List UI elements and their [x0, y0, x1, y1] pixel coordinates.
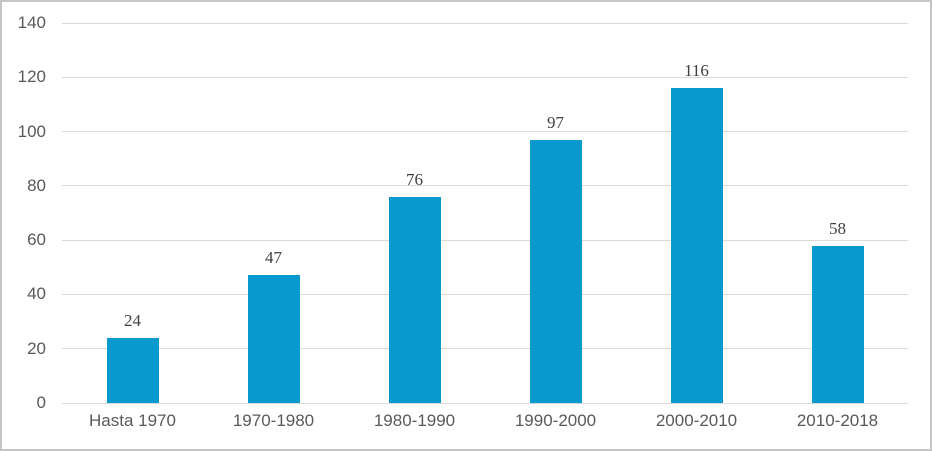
- gridline-140: [62, 22, 908, 24]
- gridline-120: [62, 76, 908, 78]
- bar-2000-2010: [670, 88, 723, 403]
- x-tick-label: 1980-1990: [373, 411, 456, 430]
- bar-2010-2018: [811, 245, 864, 403]
- gridline-100: [62, 131, 908, 133]
- y-tick-label: 40: [27, 284, 46, 304]
- x-tick-label: 2010-2018: [796, 411, 879, 430]
- y-axis: 0 20 40 60 80 100 120 140: [2, 14, 54, 412]
- bar-value-label: 116: [684, 61, 709, 81]
- gridline-0: [62, 402, 908, 404]
- bar-1980-1990: [388, 196, 441, 403]
- bar-value-label: 76: [406, 169, 423, 189]
- gridline-60: [62, 239, 908, 241]
- y-tick-label: 140: [17, 13, 46, 32]
- y-tick-label: 0: [36, 393, 46, 412]
- bar-1990-2000: [529, 139, 582, 403]
- plot-area: 24 47 76 97 116 58: [62, 22, 908, 404]
- x-tick-label: 1990-2000: [514, 411, 597, 430]
- gridline-20: [62, 348, 908, 350]
- x-tick-label: 2000-2010: [655, 411, 738, 430]
- y-tick-label: 60: [27, 230, 46, 250]
- y-tick-label: 100: [17, 121, 46, 141]
- bar-value-label: 58: [829, 218, 846, 238]
- x-axis: Hasta 1970 1970-1980 1980-1990 1990-2000 200…: [62, 410, 908, 436]
- bar-value-label: 24: [124, 310, 141, 330]
- bar-value-label: 47: [265, 248, 282, 268]
- y-tick-label: 20: [27, 338, 46, 358]
- y-tick-label: 80: [27, 175, 46, 195]
- bar-Hasta 1970: [106, 337, 159, 403]
- bar-value-label: 97: [547, 112, 564, 132]
- y-tick-label: 120: [17, 67, 46, 87]
- x-tick-label: 1970-1980: [232, 411, 315, 430]
- x-tick-label: Hasta 1970: [89, 411, 176, 430]
- gridline-80: [62, 185, 908, 187]
- gridline-40: [62, 293, 908, 295]
- bar-1970-1980: [247, 275, 300, 403]
